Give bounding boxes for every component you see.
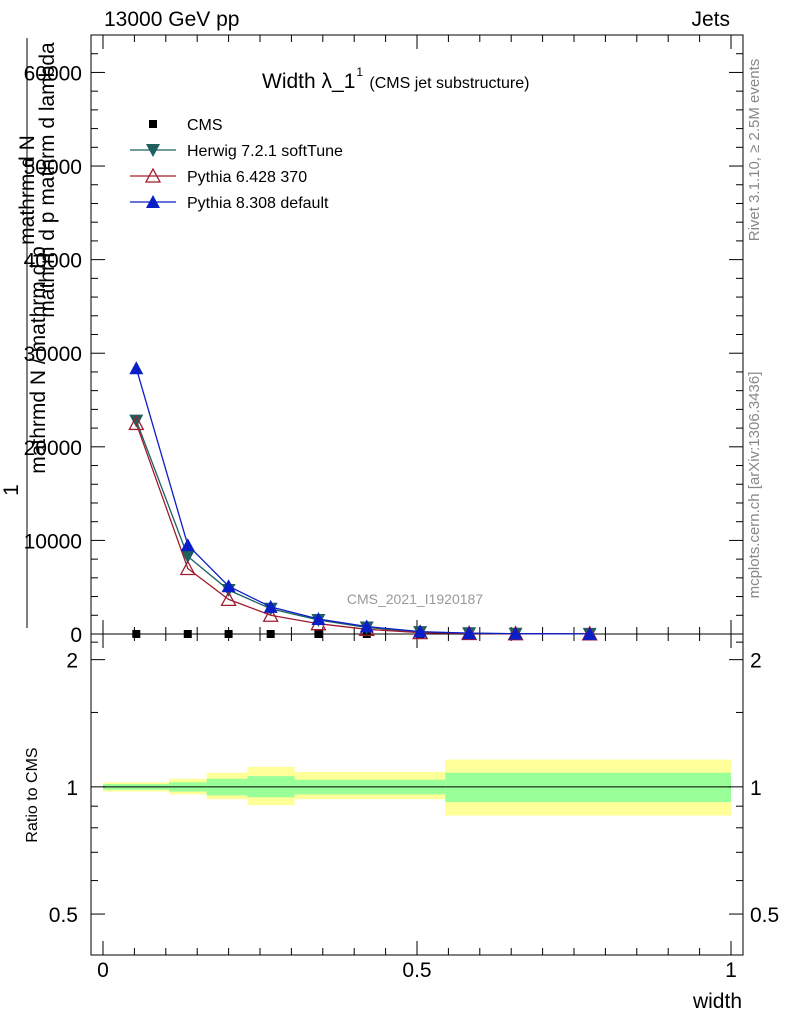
data-point-cms bbox=[266, 630, 275, 638]
data-point-pythia-8-308-default bbox=[582, 626, 597, 640]
x-tick-label: 0 bbox=[97, 959, 109, 982]
legend-label-pythia-6-428-370: Pythia 6.428 370 bbox=[187, 169, 307, 186]
ratio-tick-label: 1 bbox=[66, 777, 78, 800]
watermark: CMS_2021_I1920187 bbox=[347, 591, 483, 607]
y-tick-label: 0 bbox=[70, 624, 82, 647]
ratio-band-inner bbox=[445, 772, 731, 803]
chart-subtitle: (CMS jet substructure) bbox=[369, 75, 529, 92]
y-tick-label: 40000 bbox=[24, 250, 82, 273]
data-point-herwig-7-2-1-softtune bbox=[129, 414, 144, 428]
y-tick-label: 30000 bbox=[24, 343, 82, 366]
data-point-pythia-8-308-default bbox=[129, 361, 144, 375]
legend-label-herwig-7-2-1-softtune: Herwig 7.2.1 softTune bbox=[187, 143, 343, 160]
data-point-cms bbox=[132, 630, 141, 638]
x-tick-label: 1 bbox=[725, 959, 737, 982]
ratio-tick-label: 2 bbox=[66, 650, 78, 673]
y-axis-label-dp-dlambda: mathrm d p mathrm d lambda bbox=[36, 42, 59, 318]
x-axis-label: width bbox=[692, 990, 742, 1013]
legend-label-pythia-8-308-default: Pythia 8.308 default bbox=[187, 195, 329, 212]
data-point-pythia-8-308-default bbox=[263, 599, 278, 613]
data-point-pythia-8-308-default bbox=[462, 626, 477, 640]
series-line-pythia-8-308-default bbox=[135, 368, 590, 635]
legend-label-cms: CMS bbox=[187, 117, 223, 134]
data-point-cms bbox=[224, 630, 233, 638]
x-tick-label: 0.5 bbox=[402, 959, 431, 982]
ratio-tick-label-right: 2 bbox=[750, 650, 762, 673]
mcplots-reference-label: mcplots.cern.ch [arXiv:1306.3436] bbox=[746, 372, 763, 599]
y-tick-label: 50000 bbox=[24, 156, 82, 179]
legend-marker-pythia-6-428-370 bbox=[144, 167, 162, 183]
data-point-pythia-8-308-default bbox=[359, 619, 374, 633]
data-point-cms bbox=[314, 630, 323, 638]
legend-marker-pythia-8-308-default bbox=[146, 195, 160, 208]
ratio-tick-label: 0.5 bbox=[49, 904, 78, 927]
data-point-pythia-8-308-default bbox=[180, 538, 195, 552]
data-point-pythia-6-428-370 bbox=[179, 560, 196, 576]
y-axis-label-numerator: 1 bbox=[0, 484, 23, 496]
y-axis-label-denominator: mathrmd N / mathrm d p bbox=[27, 246, 50, 474]
data-point-pythia-8-308-default bbox=[311, 612, 326, 626]
y-tick-label: 20000 bbox=[24, 437, 82, 460]
data-point-pythia-8-308-default bbox=[221, 579, 236, 593]
data-point-cms bbox=[183, 630, 192, 638]
ratio-y-axis-label: Ratio to CMS bbox=[24, 747, 41, 842]
data-point-pythia-8-308-default bbox=[413, 624, 428, 638]
data-point-pythia-6-428-370 bbox=[128, 415, 145, 431]
y-tick-label: 10000 bbox=[24, 530, 82, 553]
chart-title-superscript: 1 bbox=[356, 65, 363, 79]
ratio-tick-label-right: 0.5 bbox=[750, 904, 779, 927]
header-left: 13000 GeV pp bbox=[104, 8, 240, 31]
data-point-herwig-7-2-1-softtune bbox=[180, 550, 195, 564]
data-point-pythia-8-308-default bbox=[508, 626, 523, 640]
chart-title: Width λ_1 bbox=[262, 70, 355, 93]
ratio-tick-label-right: 1 bbox=[750, 777, 762, 800]
data-point-pythia-6-428-370 bbox=[220, 590, 237, 607]
y-axis-label-dn: mathrm d N bbox=[16, 135, 39, 245]
legend-marker-herwig-7-2-1-softtune bbox=[146, 144, 160, 157]
data-point-pythia-6-428-370 bbox=[262, 606, 279, 622]
rivet-version-label: Rivet 3.1.10, ≥ 2.5M events bbox=[746, 59, 763, 242]
legend-marker-cms bbox=[149, 120, 157, 128]
y-tick-label: 60000 bbox=[24, 62, 82, 85]
header-right: Jets bbox=[691, 8, 730, 31]
